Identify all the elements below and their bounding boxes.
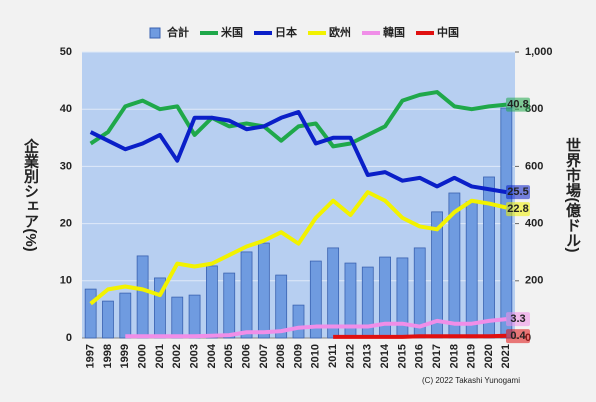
data-label: 0.4 [510,330,526,342]
bar [292,304,305,339]
y2-axis-label: 世界市場(億ドル) [564,137,581,253]
x-tick-label: 2012 [344,344,356,368]
x-tick-label: 2003 [188,344,200,368]
legend-label: 中国 [437,25,459,39]
data-label-box [506,97,530,112]
x-tick-label: 2016 [414,344,426,368]
data-label-box [506,329,530,344]
x-tick-label: 1998 [102,344,114,368]
y-tick-label: 10 [60,275,72,287]
bar [309,260,322,339]
x-tick-label: 2019 [466,344,478,368]
line [89,90,507,149]
x-tick-label: 2005 [223,344,235,368]
x-tick-label: 2017 [431,344,443,368]
bar [223,272,236,339]
x-tick-label: 2006 [240,344,252,368]
bar [136,255,149,339]
y2-tick-label: 400 [525,218,543,230]
x-tick-label: 2010 [310,344,322,368]
x-tick-label: 2013 [362,344,374,368]
bar [188,294,201,339]
x-tick-label: 2014 [379,343,391,368]
bar [240,251,253,339]
x-tick-label: 2007 [258,344,270,368]
data-label-box [506,312,530,327]
data-label-box [506,185,530,200]
x-tick-label: 2015 [396,344,408,368]
x-tick-label: 2021 [500,344,512,368]
legend-label: 韓国 [383,25,405,39]
y2-tick-label: 200 [525,275,543,287]
x-tick-label: 2000 [137,344,149,368]
line [89,190,507,306]
bar [500,107,513,339]
x-tick-label: 2001 [154,344,166,368]
bar [327,247,340,339]
x-tick-label: 2018 [448,344,460,368]
y-tick-label: 30 [60,160,72,172]
data-label: 22.8 [507,203,528,215]
line [89,110,507,195]
data-label: 25.5 [507,186,528,198]
bar [171,296,184,339]
x-tick-label: 2020 [483,344,495,368]
data-label-box [506,202,530,217]
legend-label: 日本 [275,25,297,39]
x-tick-label: 2009 [292,344,304,368]
line [333,333,507,339]
data-label: 40.8 [507,99,528,111]
data-label: 3.3 [510,313,525,325]
line [125,317,507,339]
bar [465,201,478,339]
x-tick-label: 1997 [85,344,97,368]
legend-swatch [149,27,161,39]
y-tick-label: 40 [60,103,72,115]
legend-label: 合計 [167,25,189,39]
bar [205,265,218,339]
bar [84,288,97,339]
x-tick-label: 2002 [171,344,183,368]
legend-label: 欧州 [329,25,351,39]
y-tick-label: 0 [66,332,72,344]
legend-label: 米国 [220,25,243,39]
y-axis-label: 企業別シェア(%) [22,138,40,252]
x-tick-label: 1999 [119,344,131,368]
credit: (C) 2022 Takashi Yunogami [422,376,520,385]
bar [102,300,114,339]
x-tick-label: 2008 [275,344,287,368]
bar [275,274,288,339]
y-tick-label: 20 [60,218,72,230]
x-tick-label: 2004 [206,343,218,368]
y2-tick-label: 600 [525,160,543,172]
y2-tick-label: 1,000 [525,46,553,58]
y-tick-label: 50 [60,46,72,58]
x-tick-label: 2011 [327,344,339,368]
bar [257,242,270,339]
bar [119,292,132,339]
